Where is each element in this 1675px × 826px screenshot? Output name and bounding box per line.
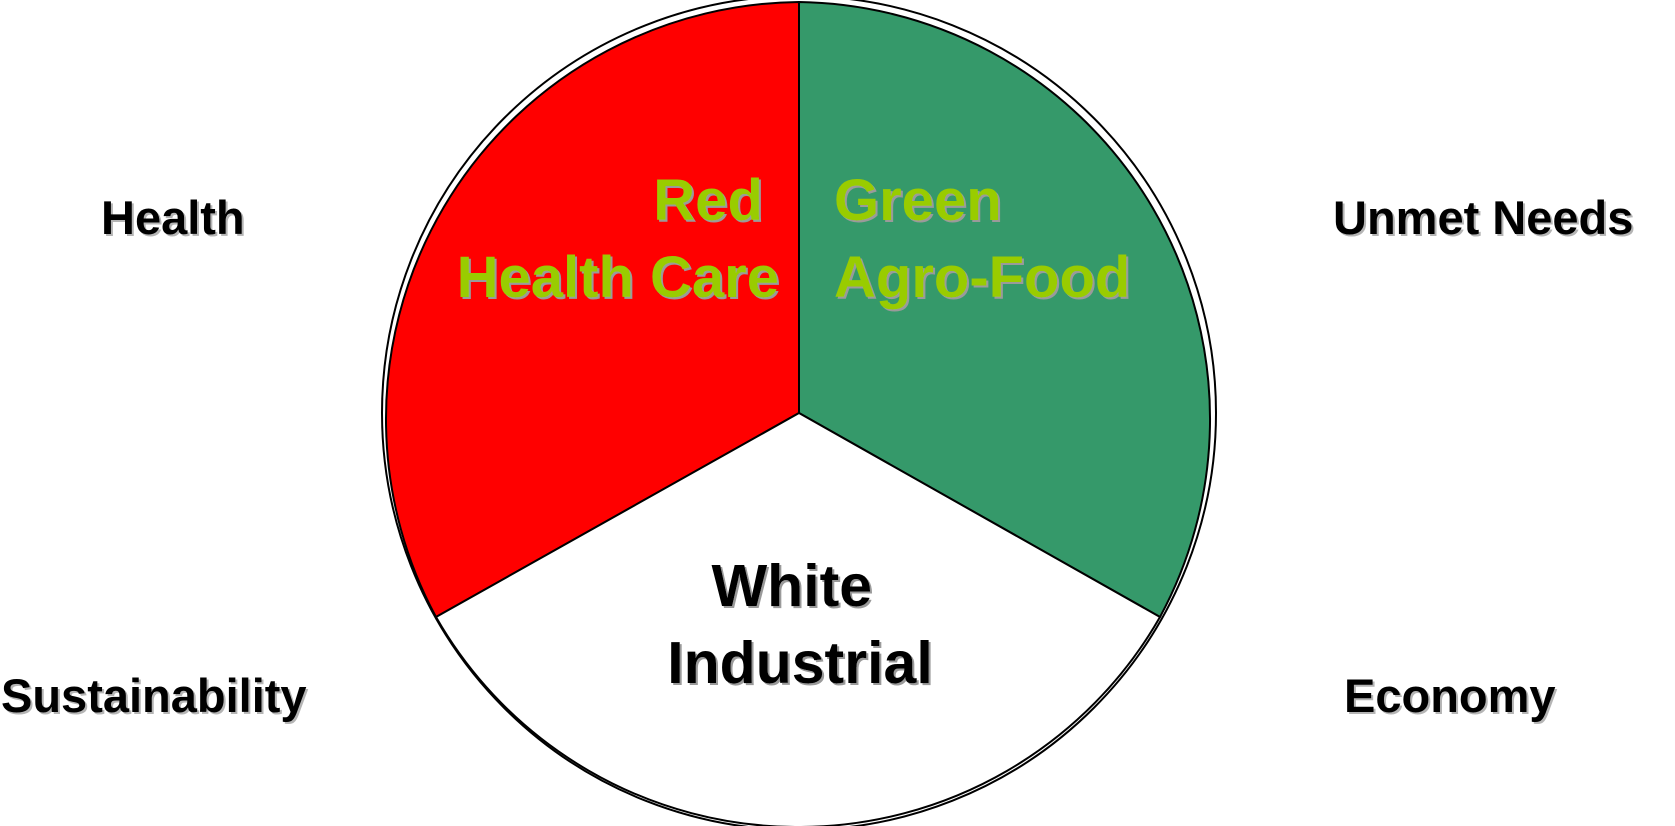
white-industrial-segment — [434, 411, 1162, 826]
white-segment-label-line1: White — [712, 553, 873, 619]
white-segment-label-line2: Industrial — [667, 630, 933, 696]
outer-circle — [381, 0, 1217, 826]
red-segment-label-line1: Red — [653, 168, 763, 233]
corner-label-sustainability: Sustainability — [1, 669, 307, 722]
corner-label-unmet-needs: Unmet Needs — [1333, 191, 1634, 244]
corner-label-economy: Economy — [1344, 669, 1556, 722]
red-segment-label-line2: Health Care — [457, 245, 779, 310]
red-segment-label: Red Health Care — [457, 168, 779, 310]
white-segment-label: White Industrial — [667, 553, 933, 696]
green-segment-label: Green Agro-Food — [834, 168, 1130, 310]
green-agro-food-segment — [798, 0, 1211, 619]
corner-label-health: Health — [101, 191, 245, 244]
green-segment-label-line1: Green — [834, 168, 1002, 233]
red-health-care-segment — [385, 0, 800, 619]
green-segment-label-line2: Agro-Food — [834, 245, 1130, 310]
